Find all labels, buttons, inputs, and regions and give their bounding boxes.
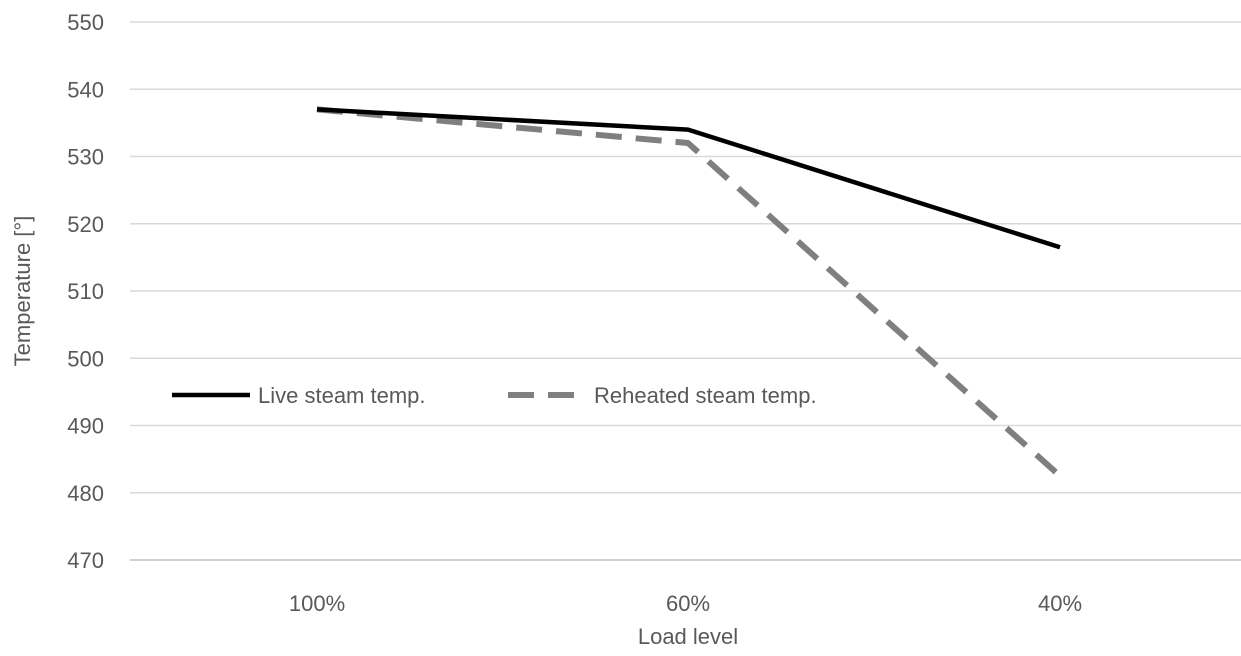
y-tick-label: 550 [67,10,104,35]
legend-label-live-steam: Live steam temp. [258,383,426,408]
y-tick-label: 530 [67,145,104,170]
y-tick-label: 480 [67,481,104,506]
y-tick-label: 520 [67,212,104,237]
y-axis-title: Temperature [°] [10,216,35,367]
series-line-reheated-steam [316,106,1063,479]
gridlines [130,21,1241,561]
y-tick-label: 500 [67,346,104,371]
x-tick-label: 40% [1038,591,1082,616]
series-lines [316,106,1063,479]
y-axis-ticks: 470 480 490 500 510 520 530 540 550 [67,10,104,573]
x-tick-label: 60% [666,591,710,616]
y-tick-label: 540 [67,77,104,102]
series-line-live-steam [316,107,1061,250]
legend: Live steam temp. Reheated steam temp. [172,383,817,408]
x-axis-title: Load level [638,624,738,649]
legend-label-reheated-steam: Reheated steam temp. [594,383,817,408]
x-axis-ticks: 100% 60% 40% [289,591,1082,616]
y-tick-label: 490 [67,414,104,439]
y-tick-label: 470 [67,548,104,573]
y-tick-label: 510 [67,279,104,304]
x-tick-label: 100% [289,591,345,616]
